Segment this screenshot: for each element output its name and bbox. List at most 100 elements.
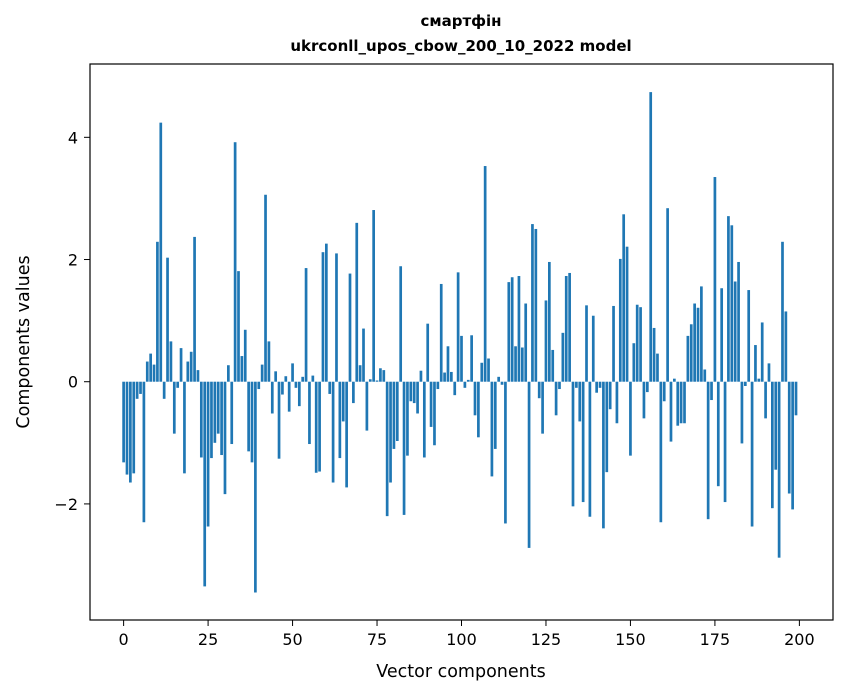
bar-component-195 bbox=[781, 241, 784, 382]
bar-component-47 bbox=[281, 381, 284, 395]
bar-component-85 bbox=[409, 381, 413, 402]
bar-component-83 bbox=[402, 381, 406, 515]
bar-component-7 bbox=[145, 361, 149, 382]
bar-component-24 bbox=[203, 381, 207, 587]
bar-component-160 bbox=[662, 381, 666, 402]
bar-component-53 bbox=[301, 376, 305, 382]
bar-component-77 bbox=[382, 370, 386, 382]
bar-component-155 bbox=[645, 381, 649, 393]
bar-component-125 bbox=[544, 300, 548, 382]
bar-component-126 bbox=[548, 261, 551, 382]
bar-component-152 bbox=[635, 304, 639, 382]
bar-component-146 bbox=[615, 381, 619, 424]
bar-component-185 bbox=[747, 290, 751, 382]
bar-component-79 bbox=[389, 381, 392, 483]
bar-component-174 bbox=[710, 381, 713, 401]
bar-component-35 bbox=[240, 356, 244, 382]
bar-component-82 bbox=[399, 266, 403, 382]
bar-component-101 bbox=[463, 381, 467, 388]
bar-component-106 bbox=[480, 362, 484, 382]
bar-component-127 bbox=[551, 349, 555, 382]
bar-component-120 bbox=[527, 381, 531, 548]
bar-component-158 bbox=[656, 353, 659, 382]
bar-component-113 bbox=[504, 381, 507, 524]
bar-component-178 bbox=[723, 381, 727, 503]
bar-component-90 bbox=[426, 323, 430, 382]
bar-component-184 bbox=[743, 381, 747, 386]
bar-component-76 bbox=[379, 368, 382, 382]
bar-component-98 bbox=[453, 381, 457, 396]
bar-component-156 bbox=[649, 92, 653, 382]
bar-component-36 bbox=[243, 329, 247, 382]
bar-component-73 bbox=[368, 379, 372, 382]
bar-component-11 bbox=[159, 122, 163, 382]
bar-component-124 bbox=[541, 381, 544, 434]
bar-component-81 bbox=[395, 381, 399, 441]
bar-component-54 bbox=[304, 268, 308, 382]
bar-component-27 bbox=[213, 381, 217, 443]
bar-component-168 bbox=[689, 324, 693, 382]
bar-component-63 bbox=[335, 253, 338, 382]
bar-component-43 bbox=[267, 341, 271, 382]
bar-component-87 bbox=[416, 381, 419, 414]
bar-component-139 bbox=[591, 315, 595, 382]
bar-component-41 bbox=[260, 364, 264, 382]
bar-component-197 bbox=[787, 381, 791, 494]
bar-component-6 bbox=[142, 381, 146, 523]
bar-component-132 bbox=[568, 272, 571, 382]
bar-component-122 bbox=[534, 228, 538, 382]
chart-subtitle: ukrconll_upos_cbow_200_10_2022 model bbox=[290, 37, 631, 55]
bar-component-91 bbox=[429, 381, 433, 427]
bar-component-153 bbox=[639, 307, 642, 382]
bar-component-23 bbox=[199, 381, 203, 458]
bar-component-22 bbox=[196, 370, 200, 382]
bar-component-80 bbox=[392, 381, 396, 449]
bar-component-33 bbox=[233, 142, 237, 382]
bar-component-188 bbox=[757, 378, 761, 382]
bar-component-182 bbox=[737, 261, 740, 382]
y-axis-label: Components values bbox=[14, 255, 34, 428]
bar-component-46 bbox=[277, 381, 281, 459]
bar-component-30 bbox=[223, 381, 227, 495]
bar-component-88 bbox=[419, 370, 423, 382]
bar-component-167 bbox=[686, 335, 690, 382]
bar-component-94 bbox=[439, 283, 443, 382]
bar-component-180 bbox=[730, 225, 734, 382]
bar-component-194 bbox=[777, 381, 781, 558]
bar-component-128 bbox=[554, 381, 558, 416]
bar-component-72 bbox=[365, 381, 369, 431]
x-tick-label: 50 bbox=[282, 630, 302, 649]
bar-component-28 bbox=[216, 381, 220, 434]
bar-component-49 bbox=[287, 381, 291, 412]
x-tick-label: 25 bbox=[198, 630, 218, 649]
bar-component-44 bbox=[270, 381, 274, 414]
bar-component-93 bbox=[436, 381, 440, 390]
bar-component-96 bbox=[446, 346, 450, 382]
bar-component-161 bbox=[666, 208, 669, 382]
bar-component-136 bbox=[581, 381, 585, 503]
bar-component-116 bbox=[514, 346, 517, 382]
bar-component-151 bbox=[632, 343, 636, 382]
bar-component-57 bbox=[314, 381, 318, 473]
bar-component-4 bbox=[135, 381, 139, 399]
bar-component-143 bbox=[605, 381, 609, 473]
bar-component-19 bbox=[186, 361, 190, 382]
bar-component-52 bbox=[297, 381, 301, 407]
bar-component-199 bbox=[794, 381, 798, 416]
bar-component-2 bbox=[129, 381, 132, 483]
bar-component-112 bbox=[500, 381, 504, 385]
bar-component-29 bbox=[220, 381, 223, 456]
bar-component-68 bbox=[352, 381, 355, 404]
bar-component-14 bbox=[169, 341, 173, 382]
bar-component-105 bbox=[477, 381, 480, 438]
bar-component-45 bbox=[274, 371, 278, 382]
bar-component-74 bbox=[372, 210, 375, 382]
bar-component-142 bbox=[602, 381, 605, 529]
bar-component-191 bbox=[767, 363, 771, 382]
bar-component-40 bbox=[257, 381, 261, 390]
bar-component-135 bbox=[578, 381, 582, 422]
bar-component-3 bbox=[132, 381, 136, 474]
bar-component-165 bbox=[679, 381, 683, 424]
bar-component-34 bbox=[237, 271, 240, 382]
bar-component-25 bbox=[206, 381, 210, 527]
